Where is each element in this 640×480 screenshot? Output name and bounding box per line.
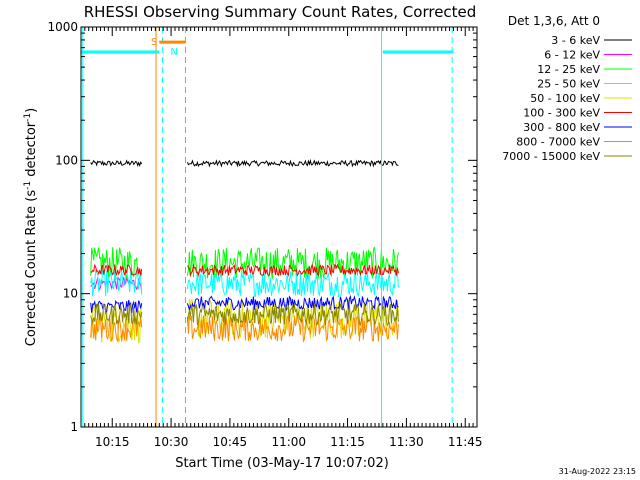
legend-label-1: 6 - 12 keV — [544, 49, 600, 62]
trace-25-50-kev-0 — [90, 269, 143, 297]
x-tick-label-1045: 10:45 — [213, 435, 248, 449]
trace-7000-15000-kev-1 — [186, 302, 399, 327]
y-axis-label: Corrected Count Rate (s-1 detector-1) — [23, 108, 39, 346]
plot-frame — [80, 26, 478, 428]
trace-100-300-kev-0 — [90, 263, 143, 276]
overlays-group: SN — [81, 27, 454, 427]
x-tick-label-1015: 10:15 — [95, 435, 130, 449]
timestamp: 31-Aug-2022 23:15 — [559, 467, 636, 476]
x-tick-label-1030: 10:30 — [154, 435, 189, 449]
legend-title: Det 1,3,6, Att 0 — [508, 14, 600, 28]
legend-label-2: 12 - 25 keV — [537, 63, 600, 76]
trace-300-800-kev-1 — [186, 294, 399, 312]
x-tick-label-1145: 11:45 — [448, 435, 483, 449]
x-tick-label-1130: 11:30 — [389, 435, 424, 449]
legend-label-6: 300 - 800 keV — [523, 121, 600, 134]
legend-label-8: 7000 - 15000 keV — [502, 150, 600, 163]
y-tick-label-1: 1 — [70, 420, 78, 434]
y-tick-label-100: 100 — [55, 153, 78, 167]
y-tick-label-10: 10 — [63, 287, 78, 301]
trace-25-50-kev-1 — [186, 268, 399, 298]
legend-label-5: 100 - 300 keV — [523, 107, 600, 120]
traces-group — [90, 158, 399, 344]
trace-7000-15000-kev-0 — [90, 303, 143, 325]
legend-label-4: 50 - 100 keV — [530, 92, 600, 105]
chart-title: RHESSI Observing Summary Count Rates, Co… — [84, 3, 477, 21]
trace-12-25-kev-1 — [186, 246, 399, 279]
x-axis-label: Start Time (03-May-17 10:07:02) — [175, 456, 389, 471]
legend-label-7: 800 - 7000 keV — [516, 136, 600, 149]
saa-label: S — [151, 37, 157, 48]
legend-label-3: 25 - 50 keV — [537, 78, 600, 91]
legend-label-0: 3 - 6 keV — [551, 34, 600, 47]
y-axis-ticks: 1 10 100 1000 — [47, 20, 477, 434]
x-axis-ticks: 10:15 10:30 10:45 11:00 11:15 11:30 11:45 — [84, 27, 483, 449]
trace-800-7000-kev-1 — [186, 315, 399, 343]
night-label: N — [170, 47, 177, 58]
trace-3-6-kev-1 — [186, 158, 399, 168]
trace-100-300-kev-1 — [187, 263, 399, 278]
x-tick-label-1100: 11:00 — [271, 435, 306, 449]
trace-300-800-kev-0 — [90, 299, 143, 315]
x-tick-label-1115: 11:15 — [330, 435, 365, 449]
trace-3-6-kev-0 — [90, 159, 143, 168]
y-tick-label-1000: 1000 — [47, 20, 78, 34]
